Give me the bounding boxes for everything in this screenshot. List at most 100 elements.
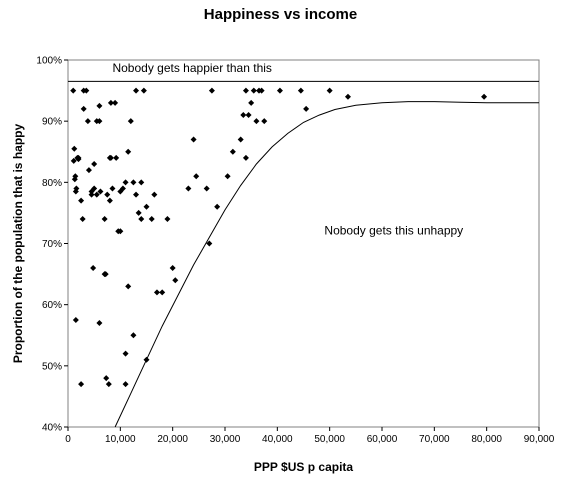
data-point <box>229 148 236 155</box>
y-tick-label: 70% <box>42 239 62 250</box>
data-point <box>102 271 109 278</box>
data-point <box>125 148 132 155</box>
data-point <box>193 173 200 180</box>
data-point <box>70 157 77 164</box>
data-point <box>214 203 221 210</box>
data-point <box>80 105 87 112</box>
data-point <box>75 154 82 161</box>
data-point <box>125 283 132 290</box>
chart-title: Happiness vs income <box>203 6 358 23</box>
data-point <box>107 99 114 106</box>
data-point <box>97 188 104 195</box>
data-point <box>93 191 100 198</box>
data-point <box>107 154 114 161</box>
data-point <box>172 277 179 284</box>
data-point <box>130 332 137 339</box>
data-point <box>117 188 124 195</box>
data-point <box>237 136 244 143</box>
data-point <box>70 87 77 94</box>
data-point <box>258 87 265 94</box>
x-tick-label: 30,000 <box>210 434 241 445</box>
ceiling-annotation: Nobody gets happier than this <box>112 61 271 75</box>
data-point <box>85 167 92 174</box>
y-tick-label: 100% <box>36 56 62 67</box>
data-point <box>242 87 249 94</box>
data-point <box>96 320 103 327</box>
data-point <box>84 118 91 125</box>
data-point <box>101 216 108 223</box>
data-point <box>248 99 255 106</box>
data-point <box>151 191 158 198</box>
data-point <box>240 112 247 119</box>
data-point <box>127 118 134 125</box>
data-point <box>276 87 283 94</box>
x-tick-label: 10,000 <box>105 434 136 445</box>
plot-area <box>67 59 540 428</box>
data-point <box>344 93 351 100</box>
data-point <box>242 154 249 161</box>
data-point <box>190 136 197 143</box>
data-point <box>105 381 112 388</box>
data-point <box>140 87 147 94</box>
data-point <box>138 179 145 186</box>
data-point <box>208 87 215 94</box>
data-point <box>109 185 116 192</box>
data-point <box>169 264 176 271</box>
data-point <box>224 173 231 180</box>
data-point <box>250 87 257 94</box>
x-axis-label: PPP $US p capita <box>254 460 353 474</box>
data-point <box>164 216 171 223</box>
data-point <box>135 209 142 216</box>
data-point <box>103 375 110 382</box>
data-point <box>297 87 304 94</box>
data-point <box>83 87 90 94</box>
x-tick-label: 40,000 <box>262 434 293 445</box>
data-point <box>153 289 160 296</box>
data-point <box>117 228 124 235</box>
data-point <box>79 216 86 223</box>
y-tick-label: 80% <box>42 178 62 189</box>
data-point <box>90 264 97 271</box>
data-point <box>143 356 150 363</box>
data-point <box>106 197 113 204</box>
data-point <box>122 350 129 357</box>
data-point <box>104 191 111 198</box>
floor-curve <box>114 101 539 428</box>
data-point <box>253 118 260 125</box>
x-tick-label: 0 <box>65 434 71 445</box>
data-point <box>72 316 79 323</box>
data-point <box>88 191 95 198</box>
data-point <box>71 145 78 152</box>
data-point <box>203 185 210 192</box>
y-tick-label: 40% <box>42 423 62 434</box>
data-point <box>73 185 80 192</box>
data-point <box>96 102 103 109</box>
floor-annotation: Nobody gets this unhappy <box>324 223 463 237</box>
data-point <box>122 179 129 186</box>
y-tick-label: 50% <box>42 361 62 372</box>
data-point <box>78 381 85 388</box>
x-tick-label: 60,000 <box>367 434 398 445</box>
x-tick-label: 90,000 <box>524 434 555 445</box>
data-point <box>143 203 150 210</box>
data-point <box>72 173 79 180</box>
data-point <box>133 87 140 94</box>
x-tick-label: 70,000 <box>419 434 450 445</box>
x-tick-label: 20,000 <box>157 434 188 445</box>
data-point <box>245 112 252 119</box>
data-point <box>78 197 85 204</box>
data-point <box>159 289 166 296</box>
data-point <box>113 154 120 161</box>
data-point <box>96 118 103 125</box>
y-tick-label: 90% <box>42 117 62 128</box>
y-tick-label: 60% <box>42 300 62 311</box>
data-point <box>206 240 213 247</box>
data-point <box>148 216 155 223</box>
data-point <box>303 105 310 112</box>
data-point <box>133 191 140 198</box>
data-point <box>112 99 119 106</box>
data-point <box>91 185 98 192</box>
data-point <box>326 87 333 94</box>
data-point <box>122 381 129 388</box>
